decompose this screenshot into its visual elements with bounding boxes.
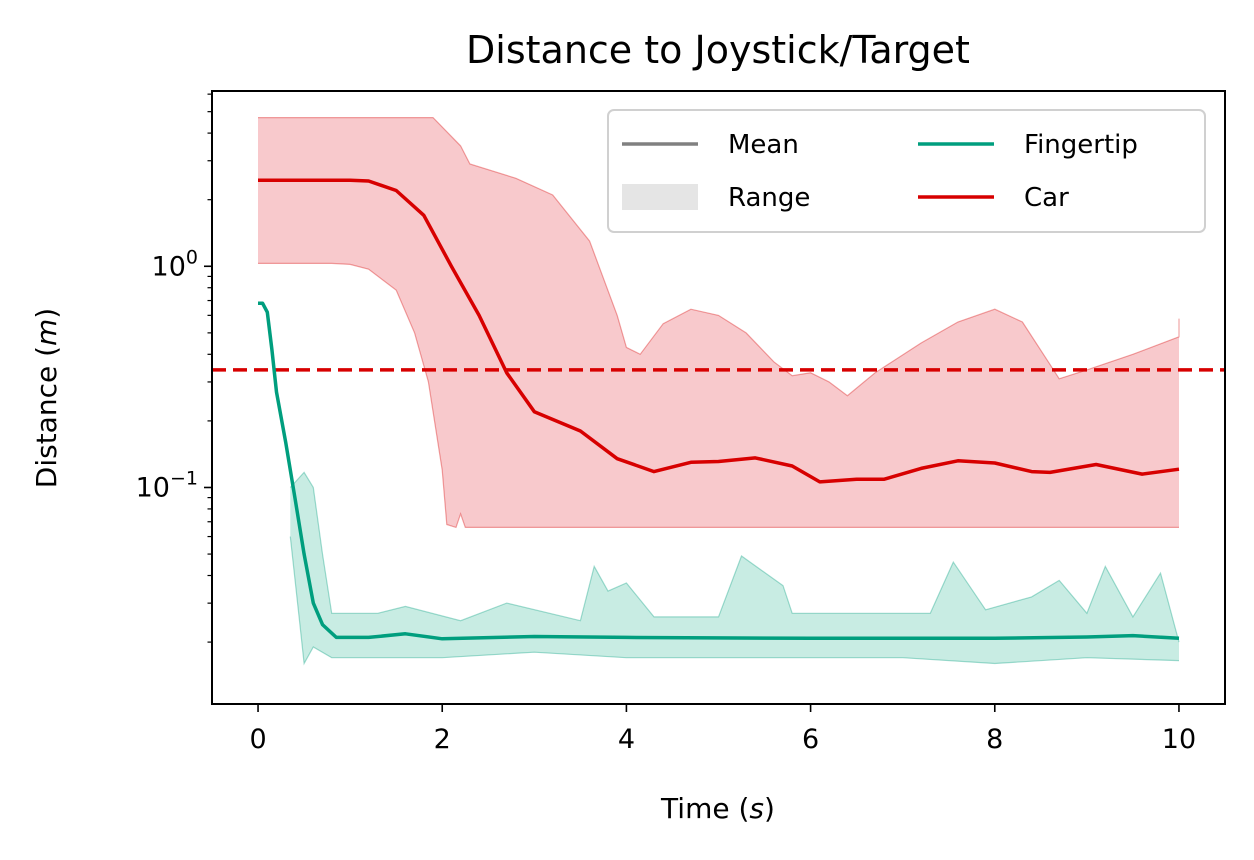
y-tick-label: 10−1 — [136, 467, 198, 503]
car-range-lower-edge — [258, 262, 1179, 529]
x-axis: 0 2 4 6 8 10 — [249, 704, 1196, 755]
legend-range-label: Range — [728, 183, 810, 213]
y-axis: 100 10−1 — [136, 93, 212, 643]
car-mean-line — [258, 178, 1180, 484]
fingertip-mean-line — [258, 301, 1180, 641]
plot-frame — [211, 90, 1226, 705]
fingertip-range-lower-edge — [289, 536, 1180, 666]
x-axis-label: Time (s) — [660, 792, 775, 825]
x-tick-label: 0 — [249, 724, 266, 755]
legend-car-label: Car — [1024, 183, 1069, 213]
chart-title: Distance to Joystick/Target — [466, 28, 970, 72]
car-range-band — [258, 117, 1179, 528]
legend-range-swatch — [622, 184, 698, 210]
x-tick-label: 6 — [802, 724, 819, 755]
x-tick-label: 10 — [1162, 724, 1196, 755]
y-axis-label: Distance (m) — [30, 308, 63, 488]
fingertip-range-upper-edge — [289, 471, 1180, 643]
x-tick-label: 2 — [434, 724, 451, 755]
x-tick-label: 8 — [986, 724, 1003, 755]
legend-fingertip-label: Fingertip — [1024, 130, 1138, 160]
fingertip-range-band — [290, 472, 1179, 664]
legend-box — [607, 109, 1206, 233]
legend-mean-label: Mean — [728, 130, 799, 160]
x-tick-label: 4 — [618, 724, 635, 755]
legend: Mean Range Fingertip Car — [607, 109, 1206, 233]
y-tick-label: 100 — [152, 246, 198, 282]
